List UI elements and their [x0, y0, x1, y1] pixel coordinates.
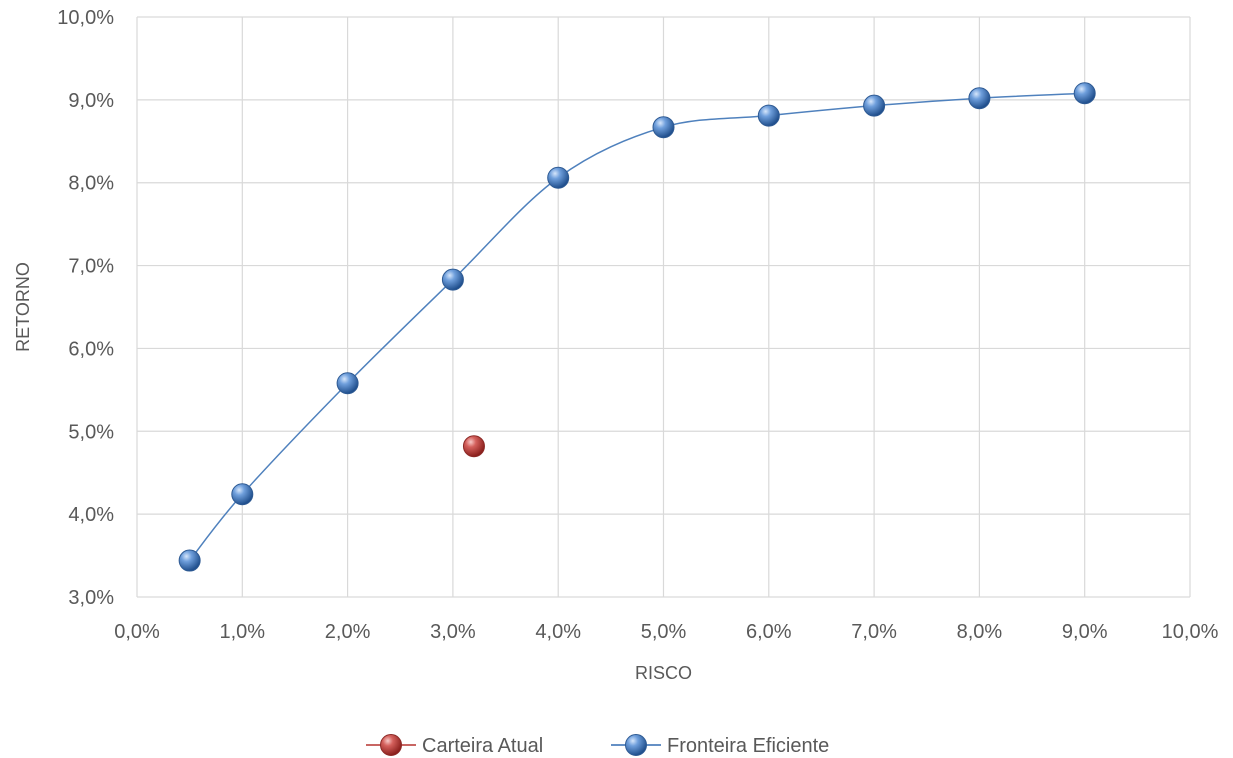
y-tick-label: 5,0%	[68, 421, 114, 443]
y-axis-title: RETORNO	[13, 262, 33, 352]
y-tick-label: 10,0%	[57, 7, 114, 29]
legend-item: Fronteira Eficiente	[611, 734, 829, 757]
data-point	[336, 372, 359, 395]
data-point	[178, 549, 201, 572]
data-point	[231, 483, 254, 506]
y-tick-label: 8,0%	[68, 173, 114, 195]
x-tick-label: 5,0%	[641, 621, 687, 643]
x-tick-label: 2,0%	[325, 621, 371, 643]
x-tick-label: 3,0%	[430, 621, 476, 643]
series-1	[178, 82, 1096, 572]
legend-marker	[380, 734, 402, 756]
y-tick-label: 4,0%	[68, 504, 114, 526]
x-tick-label: 6,0%	[746, 621, 792, 643]
data-point	[1073, 82, 1096, 105]
data-point	[652, 116, 675, 139]
data-point	[863, 94, 886, 117]
data-point	[462, 435, 485, 458]
data-point	[441, 268, 464, 291]
legend-label: Carteira Atual	[422, 735, 543, 757]
grid	[136, 16, 1191, 598]
data-point	[968, 87, 991, 110]
series-0	[462, 435, 485, 458]
y-tick-label: 9,0%	[68, 90, 114, 112]
tick-labels: 0,0% 1,0% 2,0% 3,0% 4,0% 5,0% 6,0% 7,0% 8,0% 9,0%…	[57, 7, 1218, 643]
series	[178, 82, 1096, 572]
data-point	[547, 166, 570, 189]
x-tick-label: 9,0%	[1062, 621, 1108, 643]
legend-marker	[625, 734, 647, 756]
x-axis-title: RISCO	[635, 663, 692, 683]
x-tick-label: 8,0%	[957, 621, 1003, 643]
y-tick-label: 6,0%	[68, 338, 114, 360]
x-tick-label: 1,0%	[220, 621, 266, 643]
series-line	[189, 92, 1085, 562]
x-tick-label: 0,0%	[114, 621, 160, 643]
x-tick-label: 4,0%	[535, 621, 581, 643]
legend-label: Fronteira Eficiente	[667, 735, 829, 757]
x-tick-label: 7,0%	[851, 621, 897, 643]
x-tick-label: 10,0%	[1162, 621, 1219, 643]
legend: Carteira Atual Fronteira Eficiente	[366, 734, 829, 757]
y-tick-label: 7,0%	[68, 256, 114, 278]
y-tick-label: 3,0%	[68, 587, 114, 609]
legend-item: Carteira Atual	[366, 734, 543, 757]
data-point	[757, 104, 780, 127]
